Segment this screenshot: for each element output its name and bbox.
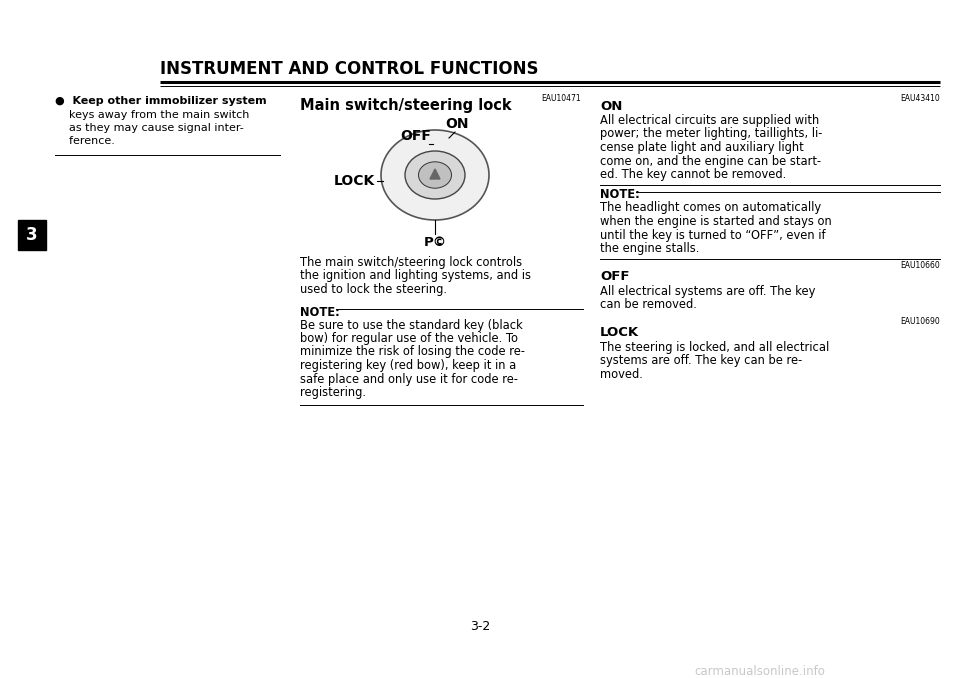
Text: systems are off. The key can be re-: systems are off. The key can be re- — [600, 354, 803, 367]
Text: minimize the risk of losing the code re-: minimize the risk of losing the code re- — [300, 346, 525, 359]
Text: Main switch/steering lock: Main switch/steering lock — [300, 98, 512, 113]
Text: until the key is turned to “OFF”, even if: until the key is turned to “OFF”, even i… — [600, 228, 826, 241]
Text: registering.: registering. — [300, 386, 366, 399]
Text: keys away from the main switch: keys away from the main switch — [55, 110, 250, 119]
Text: All electrical circuits are supplied with: All electrical circuits are supplied wit… — [600, 114, 819, 127]
Text: used to lock the steering.: used to lock the steering. — [300, 283, 447, 296]
Text: The main switch/steering lock controls: The main switch/steering lock controls — [300, 256, 522, 269]
Text: EAU10471: EAU10471 — [541, 94, 581, 103]
Ellipse shape — [381, 130, 489, 220]
Text: safe place and only use it for code re-: safe place and only use it for code re- — [300, 372, 518, 386]
Text: cense plate light and auxiliary light: cense plate light and auxiliary light — [600, 141, 804, 154]
Text: moved.: moved. — [600, 367, 643, 380]
Text: registering key (red bow), keep it in a: registering key (red bow), keep it in a — [300, 359, 516, 372]
Text: The headlight comes on automatically: The headlight comes on automatically — [600, 201, 821, 214]
Text: ON: ON — [600, 100, 622, 113]
Polygon shape — [430, 169, 440, 179]
Text: ON: ON — [445, 117, 468, 131]
Text: bow) for regular use of the vehicle. To: bow) for regular use of the vehicle. To — [300, 332, 518, 345]
Text: ed. The key cannot be removed.: ed. The key cannot be removed. — [600, 168, 786, 181]
Text: Be sure to use the standard key (black: Be sure to use the standard key (black — [300, 319, 523, 332]
Text: LOCK: LOCK — [334, 174, 375, 188]
Text: OFF: OFF — [600, 271, 630, 283]
Ellipse shape — [419, 162, 451, 188]
Text: ●  Keep other immobilizer system: ● Keep other immobilizer system — [55, 96, 267, 106]
Text: 3: 3 — [26, 226, 37, 244]
FancyBboxPatch shape — [18, 220, 46, 250]
Text: EAU43410: EAU43410 — [900, 94, 940, 103]
Text: The steering is locked, and all electrical: The steering is locked, and all electric… — [600, 340, 829, 353]
Text: EAU10690: EAU10690 — [900, 317, 940, 327]
Text: All electrical systems are off. The key: All electrical systems are off. The key — [600, 285, 815, 298]
Text: P©: P© — [423, 236, 446, 249]
Text: OFF: OFF — [400, 129, 431, 143]
Text: carmanualsonline.info: carmanualsonline.info — [695, 665, 826, 678]
Text: LOCK: LOCK — [600, 327, 639, 340]
Ellipse shape — [405, 151, 465, 199]
Text: the ignition and lighting systems, and is: the ignition and lighting systems, and i… — [300, 269, 531, 283]
Text: when the engine is started and stays on: when the engine is started and stays on — [600, 215, 831, 228]
Text: can be removed.: can be removed. — [600, 298, 697, 311]
Text: INSTRUMENT AND CONTROL FUNCTIONS: INSTRUMENT AND CONTROL FUNCTIONS — [160, 60, 539, 78]
Text: EAU10660: EAU10660 — [900, 262, 940, 271]
Text: come on, and the engine can be start-: come on, and the engine can be start- — [600, 155, 821, 167]
Text: as they may cause signal inter-: as they may cause signal inter- — [55, 123, 244, 133]
Text: the engine stalls.: the engine stalls. — [600, 242, 700, 255]
Text: NOTE:: NOTE: — [600, 188, 639, 201]
Text: NOTE:: NOTE: — [300, 306, 340, 319]
Text: power; the meter lighting, taillights, li-: power; the meter lighting, taillights, l… — [600, 127, 823, 140]
Text: 3-2: 3-2 — [469, 620, 491, 633]
Text: ference.: ference. — [55, 136, 115, 146]
